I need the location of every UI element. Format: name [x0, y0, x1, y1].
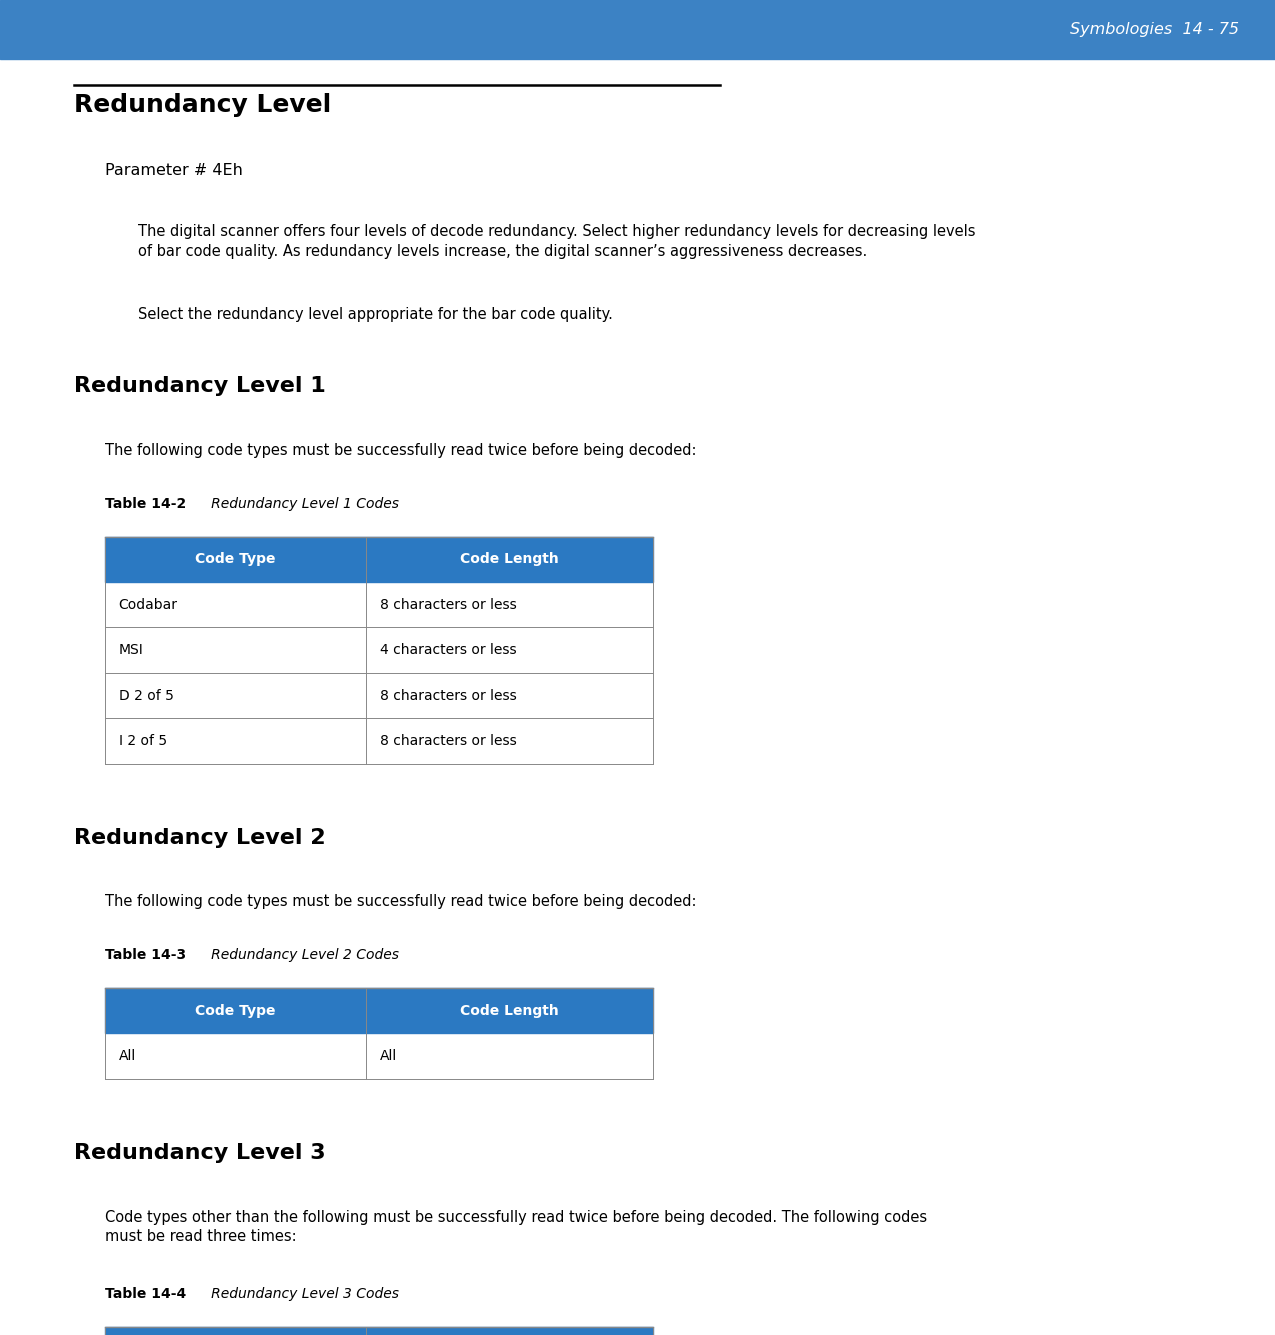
Bar	[105, 718, 653, 764]
Text: 8 characters or less: 8 characters or less	[380, 734, 516, 748]
Text: Code types other than the following must be successfully read twice before being: Code types other than the following must…	[105, 1210, 927, 1244]
Text: 8 characters or less: 8 characters or less	[380, 598, 516, 611]
Text: Table 14-4: Table 14-4	[105, 1287, 186, 1300]
Text: Redundancy Level 1 Codes: Redundancy Level 1 Codes	[198, 497, 399, 510]
Text: Table 14-2: Table 14-2	[105, 497, 186, 510]
Bar	[105, 988, 653, 1033]
Text: Redundancy Level 2: Redundancy Level 2	[74, 828, 325, 848]
Text: Redundancy Level 2 Codes: Redundancy Level 2 Codes	[198, 948, 399, 961]
Text: Redundancy Level: Redundancy Level	[74, 93, 332, 117]
Text: 4 characters or less: 4 characters or less	[380, 643, 516, 657]
Text: The following code types must be successfully read twice before being decoded:: The following code types must be success…	[105, 443, 696, 458]
Text: Select the redundancy level appropriate for the bar code quality.: Select the redundancy level appropriate …	[138, 307, 612, 322]
Bar	[0, 0, 1275, 59]
Text: Code Type: Code Type	[195, 553, 275, 566]
Text: Codabar: Codabar	[119, 598, 177, 611]
Bar	[105, 582, 653, 627]
Text: Redundancy Level 3: Redundancy Level 3	[74, 1143, 325, 1163]
Text: 8 characters or less: 8 characters or less	[380, 689, 516, 702]
Bar	[105, 537, 653, 582]
Text: All: All	[380, 1049, 398, 1063]
Text: The digital scanner offers four levels of decode redundancy. Select higher redun: The digital scanner offers four levels o…	[138, 224, 975, 259]
Text: All: All	[119, 1049, 136, 1063]
Text: Redundancy Level 1: Redundancy Level 1	[74, 376, 325, 396]
Text: The following code types must be successfully read twice before being decoded:: The following code types must be success…	[105, 894, 696, 909]
Bar	[105, 627, 653, 673]
Text: MSI: MSI	[119, 643, 143, 657]
Bar	[105, 1033, 653, 1079]
Text: Symbologies  14 - 75: Symbologies 14 - 75	[1070, 21, 1239, 37]
Text: Code Length: Code Length	[460, 1004, 558, 1017]
Text: D 2 of 5: D 2 of 5	[119, 689, 173, 702]
Bar	[105, 1327, 653, 1335]
Text: Parameter # 4Eh: Parameter # 4Eh	[105, 163, 242, 178]
Text: Table 14-3: Table 14-3	[105, 948, 186, 961]
Text: Code Length: Code Length	[460, 553, 558, 566]
Text: Redundancy Level 3 Codes: Redundancy Level 3 Codes	[198, 1287, 399, 1300]
Text: I 2 of 5: I 2 of 5	[119, 734, 167, 748]
Text: Code Type: Code Type	[195, 1004, 275, 1017]
Bar	[105, 673, 653, 718]
